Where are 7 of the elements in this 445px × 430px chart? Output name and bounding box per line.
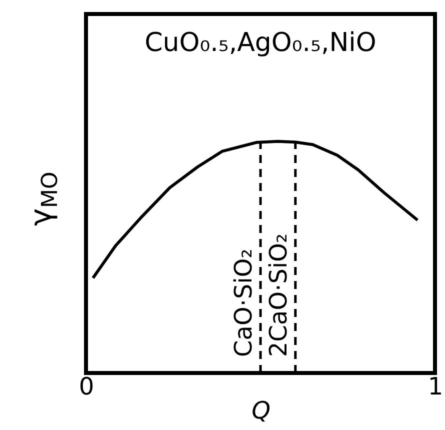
y-axis-title: γMO: [24, 172, 63, 226]
x-tick-label: 1: [428, 372, 444, 400]
ref-line-label: 2CaO·SiO₂: [264, 233, 292, 357]
x-tick-label: 0: [78, 372, 94, 400]
x-axis-title: Q: [252, 396, 270, 424]
ref-line-label: CaO·SiO₂: [230, 248, 258, 357]
text: CuO₀.₅,AgO₀.₅,NiO: [144, 28, 376, 58]
